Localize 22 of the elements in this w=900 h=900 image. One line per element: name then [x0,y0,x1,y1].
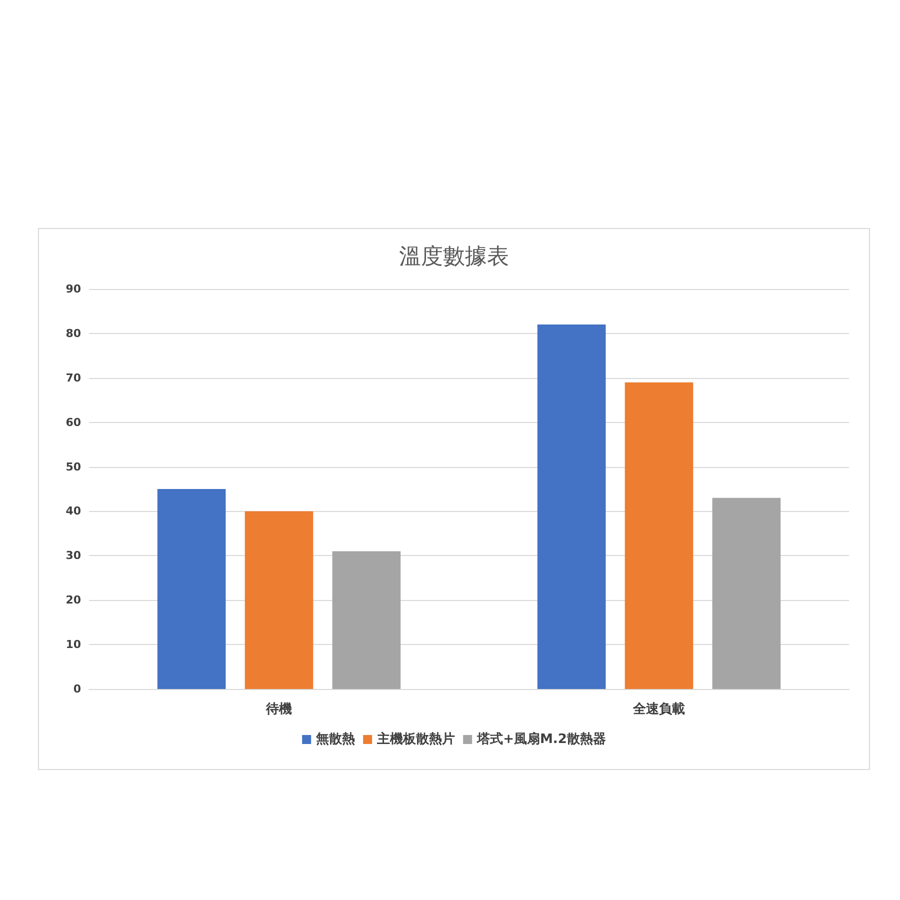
y-tick-label: 90 [66,282,82,296]
y-tick-label: 30 [66,549,82,562]
y-tick-label: 40 [66,504,82,518]
y-tick-label: 70 [66,371,82,384]
x-tick-label: 全速負載 [632,702,685,717]
bar [332,551,401,689]
legend-label: 塔式+風扇M.2散熱器 [476,731,606,747]
bar [624,382,694,689]
bar [712,498,781,689]
y-tick-label: 60 [66,416,82,429]
chart-title: 溫度數據表 [399,244,509,270]
y-tick-label: 80 [66,326,82,340]
y-tick-label: 0 [73,682,82,696]
legend-label: 無散熱 [315,731,356,747]
y-tick-label: 20 [66,594,82,607]
bar [244,511,314,689]
legend-label: 主機板散熱片 [376,731,456,747]
x-tick-label: 待機 [265,702,292,717]
y-tick-label: 50 [66,460,82,474]
bar [537,324,606,689]
bar [157,489,226,689]
y-tick-label: 10 [66,638,82,652]
